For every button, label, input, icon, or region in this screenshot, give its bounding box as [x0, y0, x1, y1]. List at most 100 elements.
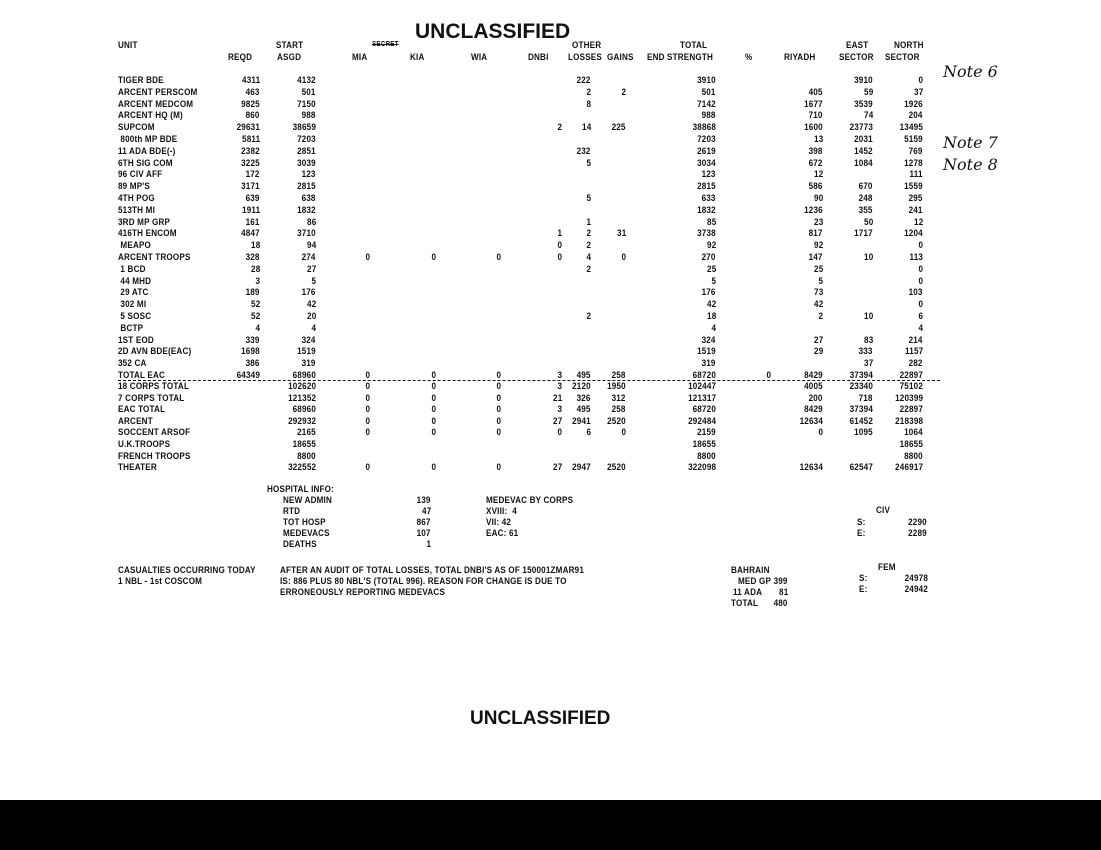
cell-dnbi: 27 — [552, 415, 562, 426]
cell-total-strength: 3034 — [697, 157, 716, 168]
cell-east-sector: 50 — [863, 216, 873, 227]
cell-north-sector: 120399 — [894, 392, 923, 403]
cell-unit: 29 ATC — [118, 287, 149, 298]
cell-unit: ARCENT PERSCOM — [118, 86, 198, 97]
audit-text-line: ERRONEOUSLY REPORTING MEDEVACS — [280, 587, 446, 597]
cell-asgd: 94 — [306, 240, 316, 251]
bahrain-item-label: 11 ADA — [733, 587, 763, 597]
cell-east-sector: 62547 — [849, 462, 873, 473]
cell-total-strength: 319 — [701, 358, 716, 369]
cell-mia: 0 — [365, 392, 370, 403]
cell-unit: 1ST EOD — [118, 334, 154, 345]
cell-total-strength: 633 — [701, 193, 716, 203]
cell-north-sector: 75102 — [899, 381, 923, 391]
cell-asgd: 27 — [306, 263, 316, 274]
cell-north-sector: 1559 — [904, 181, 923, 192]
cell-reqd: 860 — [245, 110, 260, 121]
cell-reqd: 339 — [245, 334, 260, 345]
cell-dnbi: 2 — [557, 122, 562, 133]
cell-asgd: 322552 — [287, 462, 316, 473]
handwritten-note-6: Note 6 — [943, 62, 998, 81]
cell-riyadh: 5 — [818, 275, 823, 286]
cell-east-sector: 1452 — [854, 145, 873, 156]
cell-asgd: 4 — [311, 322, 316, 333]
cell-dnbi: 0 — [557, 427, 562, 438]
cell-reqd: 172 — [245, 169, 260, 180]
cell-riyadh: 12 — [813, 169, 823, 180]
hospital-item-label: TOT HOSP — [283, 517, 326, 527]
cell-kia: 0 — [431, 415, 436, 426]
cell-other-losses: 5 — [586, 193, 591, 203]
cell-asgd: 121352 — [287, 392, 316, 403]
cell-east-sector: 10 — [863, 252, 873, 262]
cell-other-losses: 495 — [576, 404, 591, 415]
cell-gains: 312 — [611, 392, 626, 403]
cell-north-sector: 295 — [908, 193, 923, 203]
cell-riyadh: 405 — [808, 86, 823, 97]
cell-total-strength: 1832 — [697, 204, 716, 215]
cell-asgd: 123 — [301, 169, 316, 180]
cell-unit: 5 SOSC — [118, 311, 152, 321]
cell-east-sector: 61452 — [849, 415, 873, 426]
cell-reqd: 3225 — [241, 157, 260, 168]
cell-other-losses: 326 — [576, 392, 591, 403]
cell-kia: 0 — [431, 404, 436, 415]
cell-wia: 0 — [496, 462, 501, 473]
cell-asgd: 5 — [311, 275, 316, 286]
cell-north-sector: 1064 — [904, 427, 923, 438]
cell-kia: 0 — [431, 392, 436, 403]
cell-north-sector: 1926 — [904, 98, 923, 109]
medevac-item: XVIII: 4 — [486, 506, 517, 516]
cell-gains: 1950 — [607, 381, 626, 391]
classification-top: UNCLASSIFIED — [415, 20, 571, 43]
cell-unit: 3RD MP GRP — [118, 216, 171, 227]
cell-unit: TIGER BDE — [118, 75, 164, 85]
cell-riyadh: 73 — [813, 287, 823, 298]
cell-unit: 44 MHD — [118, 275, 152, 286]
cell-other-losses: 2 — [586, 240, 591, 251]
cell-total-strength: 988 — [701, 110, 716, 121]
scan-bottom-bar — [0, 800, 1101, 850]
handwritten-note-7: Note 7 — [943, 133, 998, 152]
cell-riyadh: 4005 — [804, 381, 823, 391]
cell-dnbi: 27 — [552, 462, 562, 473]
cell-east-sector: 248 — [858, 193, 873, 203]
cell-reqd: 639 — [245, 193, 260, 203]
cell-asgd: 3710 — [297, 228, 316, 239]
cell-north-sector: 218398 — [894, 415, 923, 426]
header-gains: GAINS — [607, 52, 634, 62]
cell-east-sector: 37394 — [849, 404, 873, 415]
cell-gains: 0 — [621, 427, 626, 438]
cell-riyadh: 29 — [813, 346, 823, 357]
cell-total-strength: 324 — [701, 334, 716, 345]
cell-asgd: 292932 — [287, 415, 316, 426]
cell-riyadh: 13 — [813, 134, 823, 144]
cell-reqd: 1698 — [241, 346, 260, 357]
cell-total-strength: 123 — [701, 169, 716, 180]
cell-gains: 31 — [616, 228, 626, 239]
civ-title: CIV — [876, 505, 891, 515]
cell-east-sector: 1084 — [854, 157, 873, 168]
cell-north-sector: 241 — [908, 204, 923, 215]
cell-riyadh: 586 — [808, 181, 823, 192]
cell-reqd: 29631 — [236, 122, 260, 133]
civ-e-label: E: — [857, 528, 866, 538]
cell-unit: ARCENT TROOPS — [118, 252, 191, 262]
medevac-title: MEDEVAC BY CORPS — [486, 495, 574, 505]
cell-riyadh: 90 — [813, 193, 823, 203]
cell-riyadh: 12634 — [799, 415, 823, 426]
cell-east-sector: 74 — [863, 110, 873, 121]
hospital-info-title: HOSPITAL INFO: — [267, 484, 335, 494]
cell-other-losses: 1 — [586, 216, 591, 227]
cell-north-sector: 204 — [908, 110, 923, 121]
header-dnbi: DNBI — [528, 52, 549, 62]
cell-riyadh: 23 — [813, 216, 823, 227]
cell-north-sector: 214 — [908, 334, 923, 345]
cell-reqd: 52 — [250, 311, 260, 321]
cell-reqd: 4 — [255, 322, 260, 333]
cell-wia: 0 — [496, 381, 501, 391]
cell-north-sector: 5159 — [904, 134, 923, 144]
cell-asgd: 3039 — [297, 157, 316, 168]
cell-dnbi: 21 — [552, 392, 562, 403]
cell-gains: 258 — [611, 404, 626, 415]
